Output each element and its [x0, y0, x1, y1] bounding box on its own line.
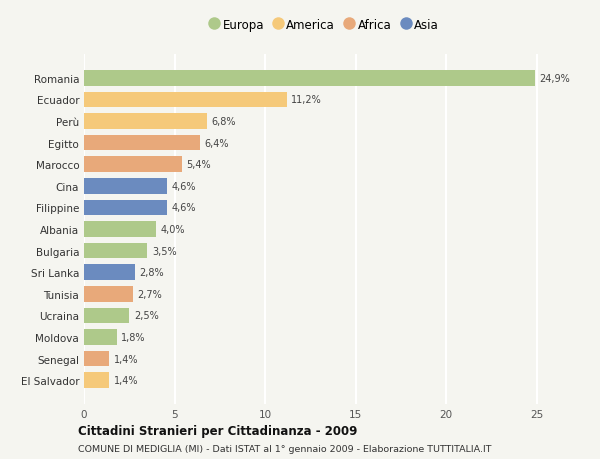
Text: 24,9%: 24,9%	[539, 74, 570, 84]
Legend: Europa, America, Africa, Asia: Europa, America, Africa, Asia	[209, 19, 439, 32]
Bar	[84, 157, 182, 173]
Text: 11,2%: 11,2%	[292, 95, 322, 105]
Bar	[84, 135, 200, 151]
Bar	[84, 243, 148, 259]
Text: 5,4%: 5,4%	[187, 160, 211, 170]
Text: 2,7%: 2,7%	[137, 289, 162, 299]
Text: 6,8%: 6,8%	[212, 117, 236, 127]
Bar	[84, 92, 287, 108]
Bar	[84, 71, 535, 86]
Text: 1,4%: 1,4%	[114, 354, 139, 364]
Text: 2,5%: 2,5%	[134, 311, 158, 321]
Bar	[84, 265, 135, 280]
Text: 2,8%: 2,8%	[139, 268, 164, 278]
Text: 6,4%: 6,4%	[205, 138, 229, 148]
Bar	[84, 330, 116, 345]
Text: Cittadini Stranieri per Cittadinanza - 2009: Cittadini Stranieri per Cittadinanza - 2…	[78, 424, 358, 437]
Bar	[84, 351, 109, 367]
Bar	[84, 200, 167, 216]
Text: COMUNE DI MEDIGLIA (MI) - Dati ISTAT al 1° gennaio 2009 - Elaborazione TUTTITALI: COMUNE DI MEDIGLIA (MI) - Dati ISTAT al …	[78, 444, 491, 453]
Bar	[84, 308, 129, 324]
Text: 1,8%: 1,8%	[121, 332, 146, 342]
Bar	[84, 286, 133, 302]
Bar	[84, 222, 157, 237]
Text: 4,0%: 4,0%	[161, 224, 185, 235]
Text: 1,4%: 1,4%	[114, 375, 139, 385]
Bar	[84, 114, 207, 129]
Bar	[84, 179, 167, 194]
Text: 4,6%: 4,6%	[172, 181, 196, 191]
Bar	[84, 373, 109, 388]
Text: 3,5%: 3,5%	[152, 246, 176, 256]
Text: 4,6%: 4,6%	[172, 203, 196, 213]
